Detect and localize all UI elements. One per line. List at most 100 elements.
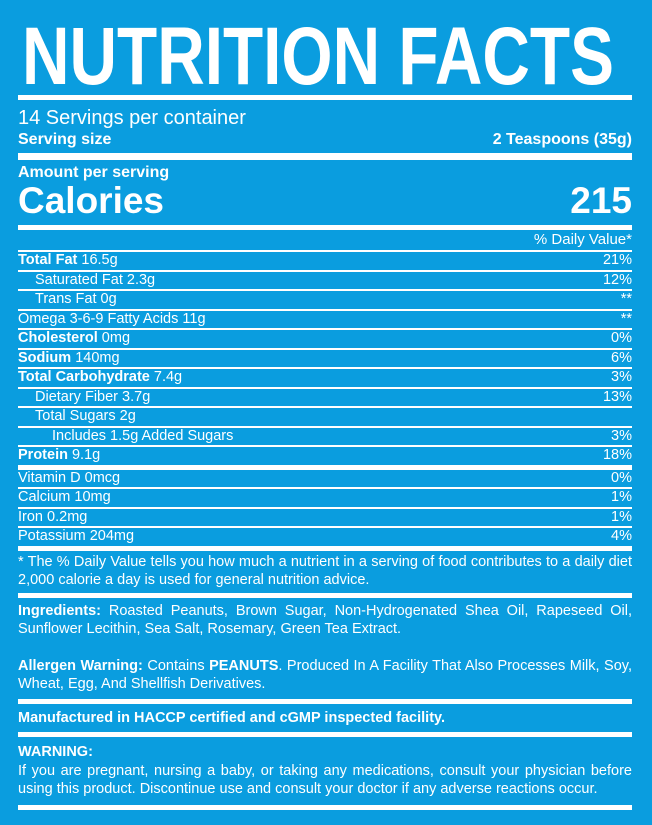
nutrient-dv: 12% xyxy=(602,271,632,288)
nutrient-row: Vitamin D 0mcg 0% xyxy=(18,470,632,488)
rule xyxy=(18,526,632,528)
nutrient-name: Iron xyxy=(18,508,43,525)
nutrient-amount: 16.5g xyxy=(81,252,118,268)
rule xyxy=(18,406,632,408)
servings: 14 Servings per container xyxy=(18,107,246,129)
title-box: NUTRITION FACTS xyxy=(22,11,614,95)
serving-size: 2 Teaspoons (35g) xyxy=(492,131,632,148)
nutrient-name: Protein xyxy=(18,447,68,463)
nutrient: Cholesterol 0mg xyxy=(18,330,130,348)
nutrient-name: Trans Fat xyxy=(35,291,97,307)
nutrient: Dietary Fiber 3.7g xyxy=(18,389,150,407)
nutrient: Total Carbohydrate 7.4g xyxy=(18,369,182,387)
nutrient-row: Cholesterol 0mg 0% xyxy=(18,330,632,348)
rule xyxy=(18,464,632,470)
rule xyxy=(18,308,632,311)
nutrient: Iron 0.2mg xyxy=(18,509,87,527)
nutrient-name: Vitamin D xyxy=(18,469,81,486)
rule xyxy=(18,425,632,428)
nutrient-name: Includes 1.5g Added Sugars xyxy=(52,427,234,444)
rule xyxy=(18,367,632,369)
ingredients-label: Ingredients: xyxy=(18,602,101,619)
dv-header-row: % Daily Value* xyxy=(18,230,632,250)
nutrient-dv: ** xyxy=(620,291,632,307)
nutrient-dv: 1% xyxy=(611,489,632,505)
nutrient-amount: 11g xyxy=(182,310,206,327)
rule xyxy=(18,95,632,100)
rule xyxy=(18,804,632,810)
nutrient: Total Sugars 2g xyxy=(18,408,136,426)
nutrient-amount: 0mcg xyxy=(84,469,121,486)
warning-label: WARNING: xyxy=(18,744,93,760)
nutrient: Trans Fat 0g xyxy=(18,291,117,309)
nutrition-label: NUTRITION FACTS 14 Servings per containe… xyxy=(18,0,632,810)
nutrient: Sodium 140mg xyxy=(18,350,120,368)
nutrient-row: Dietary Fiber 3.7g 13% xyxy=(18,389,632,407)
nutrient-name: Total Sugars xyxy=(35,408,116,424)
manufactured: Manufactured in HACCP certified and cGMP… xyxy=(18,709,446,726)
rule xyxy=(18,328,632,330)
nutrient: Includes 1.5g Added Sugars xyxy=(18,428,233,446)
nutrient-name: Total Carbohydrate xyxy=(18,369,150,385)
nutrient-amount: 0g xyxy=(100,291,117,307)
rule xyxy=(18,487,632,489)
nutrient: Omega 3-6-9 Fatty Acids 11g xyxy=(18,311,206,329)
rule xyxy=(18,250,632,252)
nutrient: Calcium 10mg xyxy=(18,489,111,507)
rule xyxy=(18,225,632,230)
rule xyxy=(18,386,632,389)
nutrient-amount: 7.4g xyxy=(153,369,183,385)
nutrient: Potassium 204mg xyxy=(18,528,134,546)
rule xyxy=(18,592,632,598)
nutrient-row: Total Carbohydrate 7.4g 3% xyxy=(18,369,632,387)
allergen-text: Contains xyxy=(147,657,205,674)
nutrient-amount: 9.1g xyxy=(71,447,101,463)
nutrient: Total Fat 16.5g xyxy=(18,252,118,270)
nutrient-amount: 204mg xyxy=(89,528,135,544)
nutrient-name: Total Fat xyxy=(18,252,78,268)
nutrient-row: Omega 3-6-9 Fatty Acids 11g ** xyxy=(18,311,632,329)
nutrient-dv: 13% xyxy=(602,388,632,405)
nutrient-dv: 3% xyxy=(611,369,632,385)
title: NUTRITION FACTS xyxy=(22,11,614,95)
nutrient-amount: 3.7g xyxy=(122,388,151,405)
rule xyxy=(18,732,632,737)
nutrient-row: Potassium 204mg 4% xyxy=(18,528,632,546)
nutrient-name: Dietary Fiber xyxy=(35,388,118,405)
nutrient-row: Total Sugars 2g xyxy=(18,408,632,426)
calories-row: Calories 215 xyxy=(18,180,632,221)
nutrient-dv: 3% xyxy=(611,427,632,444)
ingredients: Ingredients: Roasted Peanuts, Brown Suga… xyxy=(18,602,632,639)
nutrient-row: Total Fat 16.5g 21% xyxy=(18,252,632,270)
nutrient-dv: ** xyxy=(620,310,632,327)
ingredients-text: Roasted Peanuts, Brown Sugar, Non-Hydrog… xyxy=(18,602,633,638)
nutrient-amount: 2g xyxy=(119,408,136,424)
nutrient-name: Potassium xyxy=(18,528,86,544)
nutrient-dv: 18% xyxy=(602,447,632,463)
calories: 215 xyxy=(570,180,632,221)
nutrient-amount: 10mg xyxy=(74,489,111,505)
nutrient-dv: 6% xyxy=(611,349,632,366)
nutrient-name: Omega 3-6-9 Fatty Acids xyxy=(18,310,179,327)
nutrient-name: Cholesterol xyxy=(18,330,98,346)
nutrient-row: Protein 9.1g 18% xyxy=(18,447,632,465)
nutrient: Vitamin D 0mcg xyxy=(18,470,120,488)
nutrient-dv: 21% xyxy=(602,252,632,268)
rule xyxy=(18,289,632,291)
rule xyxy=(18,445,632,447)
serving-size-label: Serving size xyxy=(18,131,112,148)
rule xyxy=(18,153,632,160)
nutrient-row: Calcium 10mg 1% xyxy=(18,489,632,507)
nutrient-row: Includes 1.5g Added Sugars 3% xyxy=(18,428,632,446)
nutrient-dv: 1% xyxy=(611,508,632,525)
rule xyxy=(18,698,632,704)
nutrient: Protein 9.1g xyxy=(18,447,100,465)
nutrient-dv: 0% xyxy=(611,469,632,486)
nutrient-row: Trans Fat 0g ** xyxy=(18,291,632,309)
rule xyxy=(18,347,632,350)
nutrient-row: Saturated Fat 2.3g 12% xyxy=(18,272,632,290)
nutrient-amount: 0.2mg xyxy=(47,508,88,525)
rule xyxy=(18,545,632,551)
nutrient-list: Total Fat 16.5g 21% Saturated Fat 2.3g 12% T… xyxy=(18,252,632,551)
